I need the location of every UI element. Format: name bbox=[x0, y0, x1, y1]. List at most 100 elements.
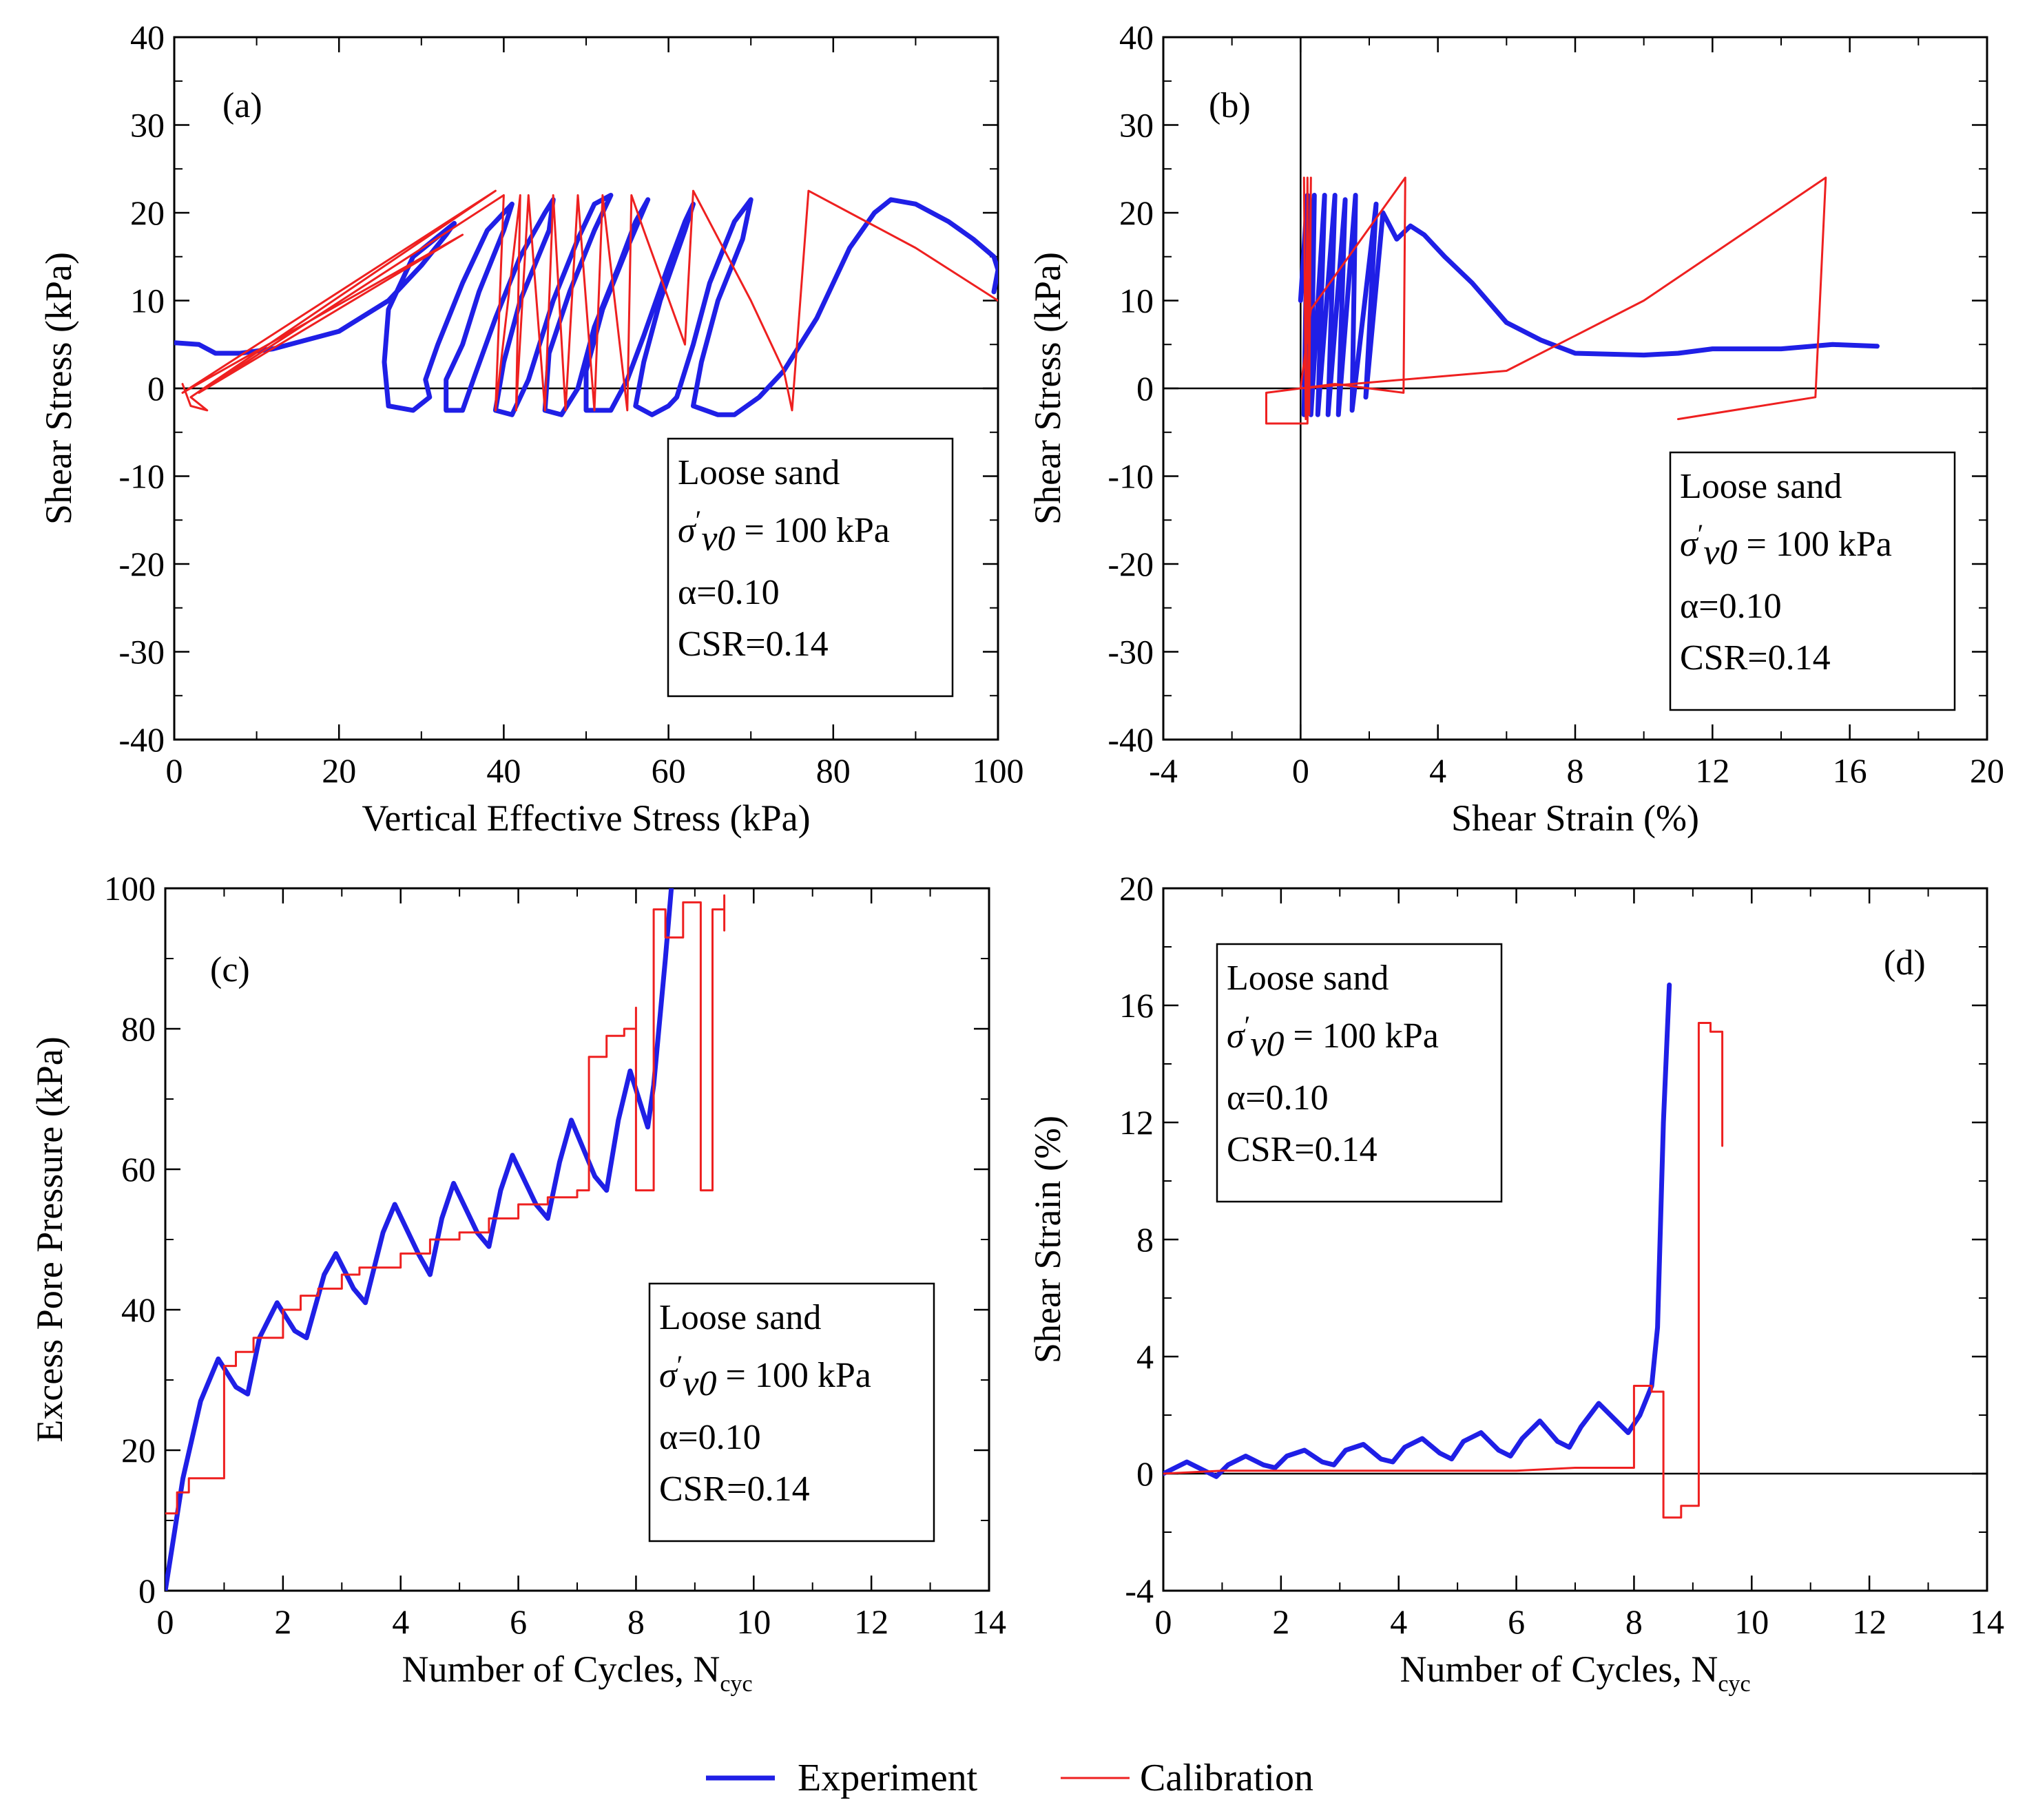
annotation-subscript: v0 bbox=[1703, 533, 1737, 572]
annotation-prime: ′ bbox=[696, 505, 702, 536]
y-tick-label: -30 bbox=[118, 633, 165, 671]
annotation-sigma: σ bbox=[659, 1356, 678, 1395]
annotation-frame bbox=[1669, 451, 1956, 711]
annotation-equals: = 100 kPa bbox=[717, 1356, 871, 1395]
panel-label: (a) bbox=[222, 86, 262, 125]
x-axis-label-text: Number of Cycles, N bbox=[1400, 1649, 1718, 1690]
y-tick-label: 0 bbox=[1136, 369, 1154, 408]
x-tick-label: 4 bbox=[392, 1602, 409, 1641]
y-tick-label: -40 bbox=[118, 720, 165, 759]
annotation-subscript: v0 bbox=[683, 1364, 716, 1403]
annotation-stress: σ′v0 = 100 kPa bbox=[1227, 1010, 1439, 1064]
y-tick-label: 0 bbox=[1136, 1454, 1154, 1493]
y-tick-label: 10 bbox=[1119, 282, 1154, 320]
annotation-prime: ′ bbox=[677, 1350, 683, 1381]
y-tick-label: -4 bbox=[1125, 1571, 1154, 1610]
annotation-csr: CSR=0.14 bbox=[1680, 638, 1831, 678]
y-tick-label: 40 bbox=[130, 18, 165, 56]
x-axis-label-subscript: cyc bbox=[720, 1671, 752, 1697]
x-tick-label: 14 bbox=[1970, 1602, 2004, 1641]
x-tick-label: 2 bbox=[1272, 1602, 1289, 1641]
data-series-group bbox=[1265, 176, 1880, 425]
y-axis-label: Shear Strain (%) bbox=[1027, 1116, 1068, 1363]
x-tick-label: 100 bbox=[973, 751, 1024, 790]
x-tick-label: 10 bbox=[1734, 1602, 1769, 1641]
annotation-box: Loose sand σ′v0 = 100 kPa α=0.10 CSR=0.14 bbox=[648, 1282, 935, 1542]
annotation-alpha: α=0.10 bbox=[678, 573, 780, 612]
annotation-box: Loose sand σ′v0 = 100 kPa α=0.10 CSR=0.14 bbox=[1216, 943, 1503, 1203]
x-tick-label: 0 bbox=[1155, 1602, 1172, 1641]
x-axis-label-text: Number of Cycles, N bbox=[402, 1649, 720, 1690]
y-tick-label: 12 bbox=[1119, 1103, 1154, 1142]
y-tick-label: 10 bbox=[130, 282, 165, 320]
y-tick-label: -20 bbox=[118, 545, 165, 583]
annotation-alpha: α=0.10 bbox=[659, 1418, 761, 1457]
y-tick-label: 20 bbox=[1119, 869, 1154, 908]
annotation-alpha: α=0.10 bbox=[1227, 1078, 1329, 1118]
x-tick-label: 12 bbox=[854, 1602, 888, 1641]
x-tick-label: 12 bbox=[1695, 751, 1729, 790]
data-series-group bbox=[1163, 982, 1724, 1519]
y-tick-label: 0 bbox=[147, 369, 165, 408]
data-series-group bbox=[174, 189, 998, 417]
annotation-sigma: σ bbox=[678, 511, 697, 550]
calibration-series-line bbox=[1163, 1022, 1724, 1519]
x-tick-label: 8 bbox=[627, 1602, 645, 1641]
x-tick-label: 2 bbox=[274, 1602, 291, 1641]
x-tick-label: 0 bbox=[157, 1602, 174, 1641]
annotation-subscript: v0 bbox=[1250, 1025, 1284, 1064]
x-tick-label: 80 bbox=[816, 751, 851, 790]
x-tick-label: 14 bbox=[972, 1602, 1006, 1641]
annotation-material: Loose sand bbox=[659, 1298, 821, 1337]
annotation-stress: σ′v0 = 100 kPa bbox=[659, 1350, 871, 1403]
legend-calibration-label: Calibration bbox=[1140, 1757, 1313, 1799]
y-tick-label: -10 bbox=[118, 457, 165, 496]
annotation-frame bbox=[667, 437, 954, 698]
annotation-material: Loose sand bbox=[678, 453, 840, 492]
experiment-series-line bbox=[1298, 193, 1880, 417]
y-tick-label: 8 bbox=[1136, 1220, 1154, 1259]
y-tick-label: 40 bbox=[121, 1290, 156, 1329]
legend: Experiment Calibration bbox=[706, 1757, 1313, 1799]
x-tick-label: 6 bbox=[1508, 1602, 1525, 1641]
y-tick-label: 20 bbox=[121, 1431, 156, 1469]
y-tick-label: -40 bbox=[1108, 720, 1154, 759]
annotation-equals: = 100 kPa bbox=[1738, 525, 1892, 564]
annotation-csr: CSR=0.14 bbox=[678, 625, 829, 664]
x-axis-label-text: Shear Strain (%) bbox=[1451, 797, 1699, 839]
x-tick-label: 12 bbox=[1852, 1602, 1886, 1641]
x-axis-label: Shear Strain (%) bbox=[1451, 797, 1699, 839]
y-axis-label: Excess Pore Pressure (kPa) bbox=[29, 1036, 70, 1442]
x-axis-label-subscript: cyc bbox=[1718, 1671, 1750, 1697]
annotation-csr: CSR=0.14 bbox=[1227, 1130, 1378, 1169]
annotation-frame bbox=[648, 1282, 935, 1542]
x-axis-label-text: Vertical Effective Stress (kPa) bbox=[362, 797, 810, 839]
panel-label: (c) bbox=[210, 950, 250, 990]
y-tick-label: 20 bbox=[1119, 193, 1154, 232]
x-tick-label: 60 bbox=[652, 751, 686, 790]
annotation-material: Loose sand bbox=[1680, 467, 1842, 506]
x-tick-label: 40 bbox=[486, 751, 521, 790]
experiment-series-line bbox=[165, 888, 674, 1591]
y-tick-label: 80 bbox=[121, 1010, 156, 1048]
annotation-box: Loose sand σ′v0 = 100 kPa α=0.10 CSR=0.14 bbox=[1669, 451, 1956, 711]
x-tick-label: 8 bbox=[1625, 1602, 1643, 1641]
annotation-material: Loose sand bbox=[1227, 959, 1389, 998]
annotation-equals: = 100 kPa bbox=[1285, 1016, 1439, 1056]
x-tick-label: 4 bbox=[1390, 1602, 1407, 1641]
annotation-stress: σ′v0 = 100 kPa bbox=[678, 505, 890, 558]
x-tick-label: -4 bbox=[1149, 751, 1178, 790]
y-tick-label: 0 bbox=[138, 1571, 156, 1610]
calibration-series-line bbox=[181, 189, 998, 412]
chart-panel-a: 0 20 40 60 80 100 -40 -30 -20 -10 0 10 20 30 40 Vertica… bbox=[38, 18, 1024, 839]
x-tick-label: 6 bbox=[510, 1602, 527, 1641]
y-axis-label: Shear Stress (kPa) bbox=[1027, 252, 1068, 525]
annotation-box: Loose sand σ′v0 = 100 kPa α=0.10 CSR=0.14 bbox=[667, 437, 954, 698]
x-tick-label: 10 bbox=[736, 1602, 771, 1641]
panel-label: (b) bbox=[1209, 86, 1251, 125]
y-tick-label: 100 bbox=[104, 869, 156, 908]
y-tick-label: 40 bbox=[1119, 18, 1154, 56]
experiment-series-line bbox=[1163, 982, 1672, 1479]
